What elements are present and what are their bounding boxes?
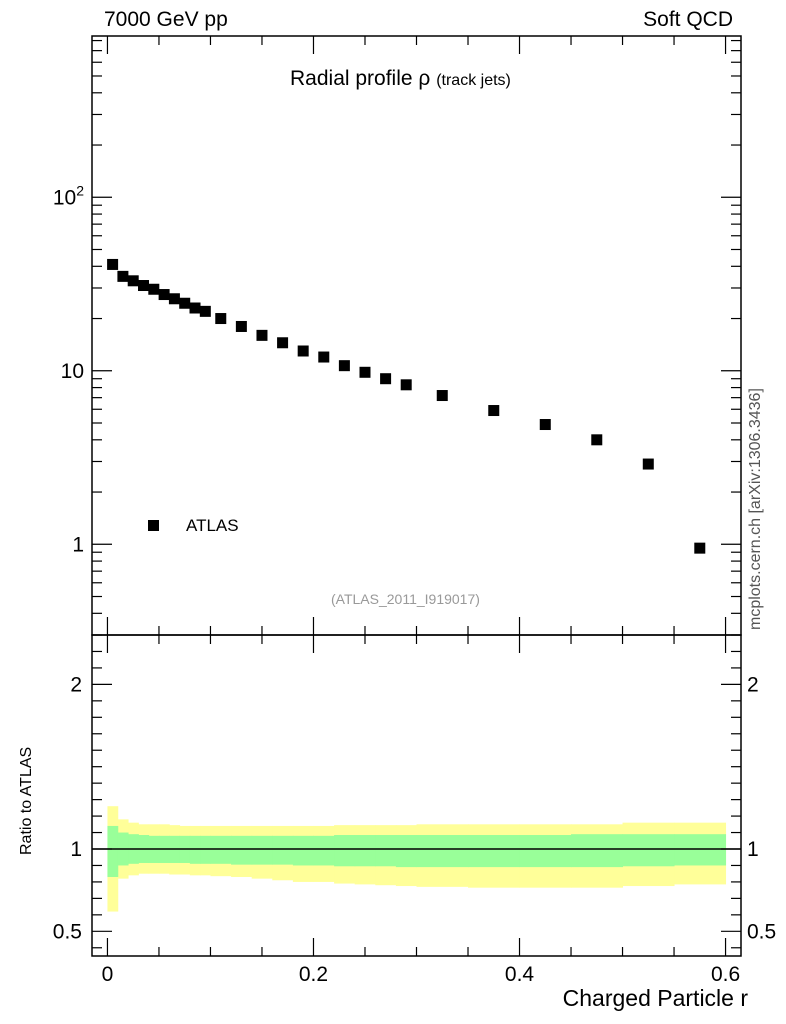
atlas-data-point [359,366,371,378]
atlas-data-point [297,345,309,357]
inner-band-bin [354,835,376,867]
inner-band-bin [519,835,572,868]
inner-band-bin [468,835,521,868]
inner-band-bin [571,834,624,868]
ratio-y-tick-label-right: 2 [747,673,759,696]
atlas-data-point [400,379,412,391]
x-tick-label: 0.2 [299,963,328,986]
inner-band-bin [334,835,356,867]
atlas-data-point [179,297,191,309]
inner-band-bin [189,835,201,864]
main-y-tick-label: 1 [72,533,84,556]
legend-marker [148,520,159,531]
atlas-data-point [694,542,706,554]
inner-band-bin [416,835,469,868]
atlas-data-point [138,280,150,292]
atlas-data-point [127,275,139,287]
analysis-reference: (ATLAS_2011_I919017) [331,591,480,607]
ratio-inner-band [107,825,727,877]
inner-band-bin [622,834,675,867]
inner-band-bin [313,835,335,866]
atlas-data-point [148,283,160,295]
x-axis-label: Charged Particle r [562,985,748,1011]
atlas-data-point [338,360,350,372]
main-panel-frame [91,35,742,636]
ratio-panel-frame [91,634,742,957]
main-y-tick-label: 10 [61,360,84,383]
inner-band-bin [674,834,727,866]
atlas-data-series [107,258,706,554]
atlas-data-point [642,458,654,470]
ratio-y-tick-label-right: 1 [747,838,759,861]
atlas-data-point [256,329,268,341]
x-tick-label: 0 [102,963,114,986]
atlas-data-point [318,351,330,363]
chart-title: Radial profile ρ (track jets) [290,67,511,91]
inner-band-bin [231,835,253,865]
chart-title-sub: (track jets) [436,72,511,89]
chart-title-main: Radial profile ρ [290,67,431,90]
ratio-y-tick-label-left: 1 [70,838,82,861]
inner-band-bin [210,835,232,864]
ratio-y-tick-label-right: 0.5 [747,920,776,943]
x-tick-label: 0.6 [711,963,740,986]
main-y-tick-label: 102 [53,182,84,209]
energy-label: 7000 GeV pp [104,8,228,31]
atlas-data-point [380,373,392,385]
inner-band-bin [272,835,294,865]
atlas-data-point [189,302,201,314]
atlas-data-point [277,337,289,349]
atlas-data-point [488,405,500,417]
inner-band-bin [200,835,211,864]
atlas-data-point [199,305,211,317]
inner-band-bin [292,835,314,866]
inner-band-bin [251,835,273,865]
ratio-y-tick-label-left: 2 [70,673,82,696]
atlas-data-point [436,390,448,402]
inner-band-bin [395,835,417,868]
atlas-data-point [215,313,227,325]
atlas-data-point [591,434,603,446]
atlas-data-point [235,320,247,332]
atlas-data-point [539,419,551,431]
atlas-data-point [158,289,170,301]
atlas-data-point [168,293,180,305]
legend-label: ATLAS [186,516,239,535]
category-label: Soft QCD [643,8,733,31]
inner-band-bin [375,835,397,867]
atlas-data-point [117,270,129,282]
ratio-y-tick-label-left: 0.5 [53,920,82,943]
atlas-data-point [107,258,119,270]
inner-band-bin [107,825,119,877]
x-tick-label: 0.4 [505,963,535,986]
